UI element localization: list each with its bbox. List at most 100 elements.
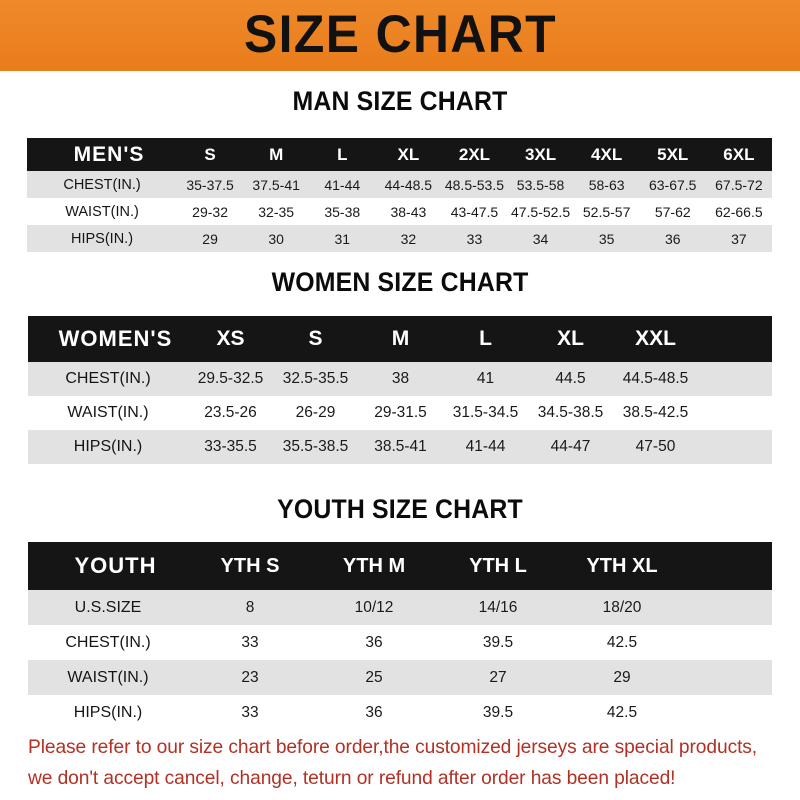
- men-waist-3xl: 47.5-52.5: [510, 203, 571, 220]
- women-col-l: L: [479, 327, 492, 350]
- women-col-m: M: [391, 327, 410, 350]
- women-hips-xl: 44-47: [550, 438, 591, 455]
- men-row-label-hips: HIPS(IN.): [71, 230, 134, 247]
- women-waist-xl: 34.5-38.5: [537, 404, 604, 421]
- men-corner-label: MEN'S: [73, 142, 145, 166]
- women-chest-xl: 44.5: [555, 370, 586, 387]
- men-hips-s: 29: [202, 230, 218, 247]
- women-waist-xs: 23.5-26: [204, 404, 257, 421]
- youth-col-s: YTH S: [220, 554, 280, 577]
- men-col-2xl: 2XL: [458, 144, 491, 164]
- youth-size-table: YOUTH YTH S YTH M YTH L YTH XL U.S.SIZE …: [28, 542, 772, 730]
- men-hips-2xl: 33: [466, 230, 483, 247]
- youth-ussize-m: 10/12: [354, 598, 394, 616]
- men-chest-2xl: 48.5-53.5: [444, 176, 505, 193]
- youth-corner-label: YOUTH: [74, 553, 157, 578]
- table-row: HIPS(IN.) 33-35.5 35.5-38.5 38.5-41 41-4…: [28, 430, 772, 464]
- youth-waist-spacer: [684, 660, 772, 695]
- youth-col-m: YTH M: [342, 554, 406, 577]
- youth-chest-s: 33: [241, 633, 259, 651]
- table-row: CHEST(IN.) 29.5-32.5 32.5-35.5 38 41 44.…: [28, 362, 772, 396]
- men-chest-5xl: 63-67.5: [648, 176, 697, 193]
- women-row-label-waist: WAIST(IN.): [67, 404, 149, 421]
- men-hips-xl: 32: [400, 230, 417, 247]
- women-waist-l: 31.5-34.5: [452, 404, 519, 421]
- section-title-man: MAN SIZE CHART: [292, 86, 508, 116]
- women-waist-xxl: 38.5-42.5: [622, 404, 689, 421]
- youth-waist-m: 25: [365, 668, 383, 686]
- women-waist-spacer: [698, 396, 772, 430]
- women-waist-m: 29-31.5: [374, 404, 427, 421]
- men-waist-l: 35-38: [324, 203, 361, 220]
- table-row: WAIST(IN.) 23 25 27 29: [28, 660, 772, 695]
- youth-ussize-s: 8: [245, 598, 255, 616]
- youth-chest-m: 36: [365, 633, 383, 651]
- women-size-table: WOMEN'S XS S M L XL XXL CHEST(IN.) 29.5-…: [28, 316, 772, 464]
- youth-hips-l: 39.5: [482, 703, 514, 721]
- men-waist-m: 32-35: [258, 203, 295, 220]
- youth-col-l: YTH L: [469, 554, 527, 577]
- men-col-m: M: [269, 144, 284, 164]
- youth-chest-l: 39.5: [482, 633, 514, 651]
- men-table-header-row: MEN'S S M L XL 2XL 3XL 4XL 5XL 6XL: [27, 138, 772, 171]
- men-col-3xl: 3XL: [524, 144, 557, 164]
- page-banner: SIZE CHART: [0, 0, 800, 71]
- men-chest-3xl: 53.5-58: [516, 176, 565, 193]
- youth-table-header-row: YOUTH YTH S YTH M YTH L YTH XL: [28, 542, 772, 590]
- men-waist-5xl: 57-62: [654, 203, 691, 220]
- women-col-s: S: [308, 327, 323, 350]
- men-col-s: S: [204, 144, 216, 164]
- youth-chest-spacer: [684, 625, 772, 660]
- men-hips-4xl: 35: [598, 230, 615, 247]
- youth-row-label-hips: HIPS(IN.): [73, 703, 143, 721]
- women-col-xs: XS: [216, 327, 245, 350]
- youth-waist-l: 27: [489, 668, 507, 686]
- men-col-4xl: 4XL: [591, 144, 623, 164]
- order-notice-line-2: we don't accept cancel, change, teturn o…: [28, 767, 676, 789]
- section-title-women: WOMEN SIZE CHART: [271, 267, 529, 297]
- table-row: CHEST(IN.) 35-37.5 37.5-41 41-44 44-48.5…: [27, 171, 772, 198]
- youth-row-label-ussize: U.S.SIZE: [74, 598, 142, 616]
- men-col-l: L: [337, 144, 348, 164]
- men-hips-5xl: 36: [664, 230, 681, 247]
- women-hips-xxl: 47-50: [635, 438, 676, 455]
- men-chest-l: 41-44: [324, 176, 361, 193]
- men-col-xl: XL: [397, 144, 420, 164]
- women-col-spacer: [698, 316, 772, 362]
- table-row: WAIST(IN.) 29-32 32-35 35-38 38-43 43-47…: [27, 198, 772, 225]
- men-hips-3xl: 34: [532, 230, 549, 247]
- youth-ussize-spacer: [684, 590, 772, 625]
- women-waist-s: 26-29: [295, 404, 336, 421]
- youth-col-xl: YTH XL: [586, 554, 658, 577]
- women-hips-l: 41-44: [465, 438, 506, 455]
- youth-row-label-waist: WAIST(IN.): [67, 668, 149, 686]
- table-row: HIPS(IN.) 29 30 31 32 33 34 35 36 37: [27, 225, 772, 252]
- men-waist-xl: 38-43: [390, 203, 427, 220]
- men-chest-6xl: 67.5-72: [715, 176, 763, 193]
- youth-chest-xl: 42.5: [606, 633, 638, 651]
- men-col-5xl: 5XL: [657, 144, 689, 164]
- men-hips-m: 30: [268, 230, 284, 247]
- women-chest-l: 41: [476, 370, 495, 387]
- women-hips-m: 38.5-41: [374, 438, 427, 455]
- youth-hips-m: 36: [365, 703, 383, 721]
- men-row-label-chest: CHEST(IN.): [63, 176, 141, 193]
- youth-col-spacer: [684, 542, 772, 590]
- men-chest-xl: 44-48.5: [384, 176, 433, 193]
- women-chest-s: 32.5-35.5: [282, 370, 349, 387]
- youth-waist-s: 23: [241, 668, 259, 686]
- men-chest-4xl: 58-63: [588, 176, 625, 193]
- section-title-youth: YOUTH SIZE CHART: [277, 494, 523, 524]
- men-waist-s: 29-32: [192, 203, 228, 220]
- men-col-6xl: 6XL: [723, 144, 755, 164]
- women-corner-label: WOMEN'S: [58, 326, 173, 351]
- youth-hips-spacer: [684, 695, 772, 730]
- table-row: U.S.SIZE 8 10/12 14/16 18/20: [28, 590, 772, 625]
- men-chest-m: 37.5-41: [252, 176, 300, 193]
- youth-hips-s: 33: [241, 703, 259, 721]
- table-row: HIPS(IN.) 33 36 39.5 42.5: [28, 695, 772, 730]
- women-table-header-row: WOMEN'S XS S M L XL XXL: [28, 316, 772, 362]
- order-notice-line-1: Please refer to our size chart before or…: [28, 736, 758, 758]
- men-waist-2xl: 43-47.5: [450, 203, 499, 220]
- women-hips-spacer: [698, 430, 772, 464]
